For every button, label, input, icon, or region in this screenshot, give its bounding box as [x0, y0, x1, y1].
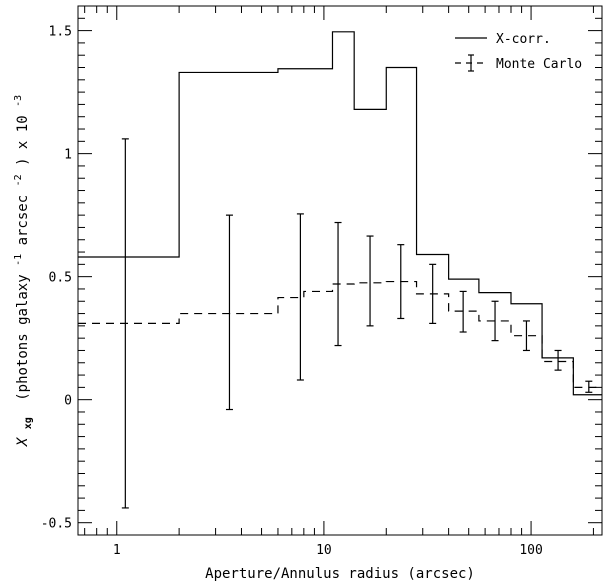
- y-axis-label-suffix: ) x 10: [15, 115, 31, 166]
- y-axis-label-sup1: -1: [13, 254, 24, 266]
- axis-ticks: [78, 5, 602, 536]
- y-axis-label-rest: (photons galaxy: [15, 274, 31, 400]
- y-axis-label-mid: arcsec: [15, 195, 31, 246]
- y-axis-label-prefix: X: [15, 436, 31, 447]
- x-axis-label: Aperture/Annulus radius (arcsec): [205, 566, 475, 582]
- legend-xcorr-label: X-corr.: [496, 32, 551, 47]
- x-tick-label: 1: [113, 543, 121, 558]
- plot-frame: [77, 5, 603, 536]
- series-xcorr-step-line: [78, 31, 602, 396]
- y-tick-label: -0.5: [41, 517, 72, 532]
- x-tick-label: 100: [519, 543, 542, 558]
- legend: X-corr. Monte Carlo: [455, 32, 582, 72]
- y-axis-label-subscript: xg: [23, 417, 34, 429]
- axis-tick-labels: 1 10 100 -0.5 0 0.5 1 1.5: [41, 25, 543, 558]
- y-tick-label: 0: [64, 394, 72, 409]
- series-montecarlo-step-line: [78, 280, 602, 388]
- y-tick-label: 1: [64, 148, 72, 163]
- y-tick-label: 1.5: [49, 25, 72, 40]
- legend-montecarlo-label: Monte Carlo: [496, 57, 582, 72]
- x-tick-label: 10: [316, 543, 332, 558]
- y-axis-label: X xg (photons galaxy -1 arcsec -2 ) x 10…: [9, 95, 35, 447]
- y-axis-label-sup2: -2: [13, 174, 24, 186]
- series-layer: [78, 31, 602, 509]
- y-axis-label-sup3: -3: [13, 95, 24, 107]
- y-tick-label: 0.5: [49, 271, 72, 286]
